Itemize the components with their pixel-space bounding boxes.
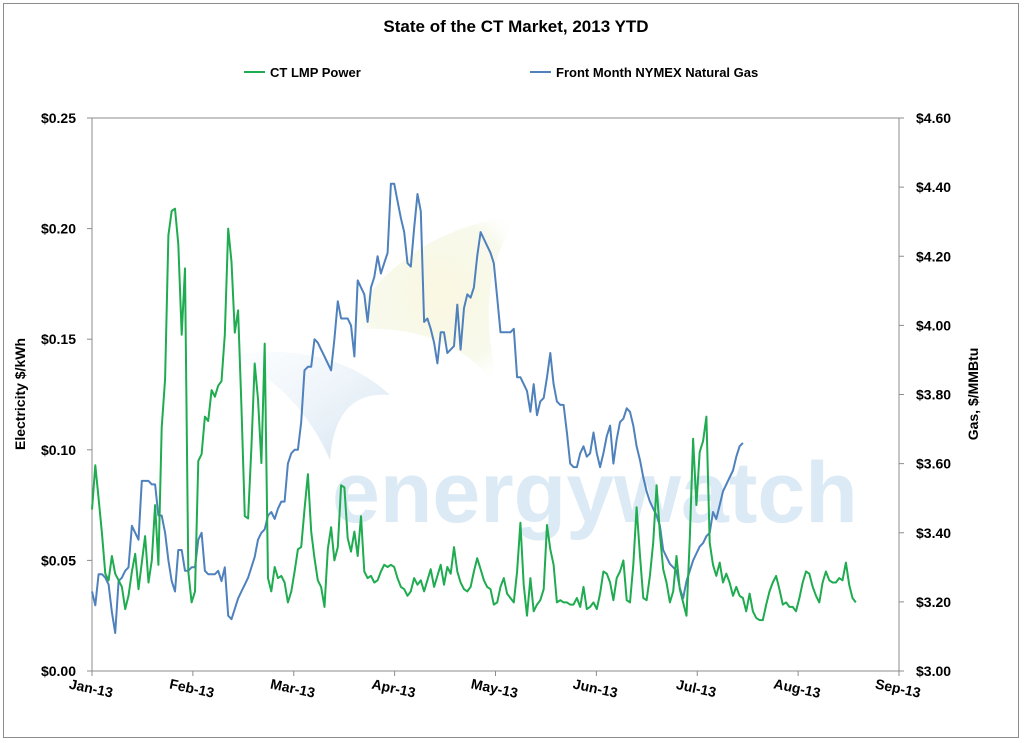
watermark-logo: energywatch [230, 215, 858, 541]
legend-label-gas: Front Month NYMEX Natural Gas [556, 65, 758, 80]
y-left-axis: $0.00 $0.05 $0.10 $0.15 $0.20 $0.25 [41, 110, 92, 679]
x-tick-label: May-13 [470, 675, 520, 701]
legend: CT LMP Power Front Month NYMEX Natural G… [244, 65, 758, 80]
y-right-axis: $3.00 $3.20 $3.40 $3.60 $3.80 $4.00 $4.20 $4.40… [899, 110, 951, 679]
x-tick-label: Apr-13 [370, 676, 417, 701]
y-left-tick-label: $0.20 [41, 221, 76, 237]
y-left-tick-label: $0.25 [41, 110, 76, 126]
x-tick-label: Mar-13 [269, 676, 317, 701]
legend-label-power: CT LMP Power [270, 65, 361, 80]
y-right-tick-label: $3.00 [916, 663, 951, 679]
x-axis: Jan-13 Feb-13 Mar-13 Apr-13 May-13 Jun-13 Jul-… [68, 671, 922, 701]
y-right-tick-label: $3.80 [916, 387, 951, 403]
y-left-axis-title: Electricity $/kWh [12, 338, 28, 450]
series-line-ct-lmp-power [91, 207, 857, 622]
y-right-tick-label: $3.20 [916, 594, 951, 610]
x-tick-label: Jan-13 [68, 676, 115, 701]
y-right-tick-label: $3.60 [916, 456, 951, 472]
watermark-text: energywatch [332, 445, 858, 541]
y-right-tick-label: $3.40 [916, 525, 951, 541]
y-left-tick-label: $0.05 [41, 552, 76, 568]
y-right-tick-label: $4.00 [916, 317, 951, 333]
series-line-natural-gas [91, 182, 744, 634]
y-right-tick-label: $4.20 [916, 248, 951, 264]
series-layer [91, 182, 857, 634]
y-left-tick-label: $0.10 [41, 442, 76, 458]
x-tick-label: Jul-13 [675, 676, 718, 700]
y-left-tick-label: $0.15 [41, 331, 76, 347]
y-right-tick-label: $4.60 [916, 110, 951, 126]
chart-title: State of the CT Market, 2013 YTD [383, 17, 648, 36]
chart-frame [3, 3, 1019, 738]
x-tick-label: Jun-13 [572, 676, 620, 701]
y-right-tick-label: $4.40 [916, 179, 951, 195]
x-tick-label: Feb-13 [168, 676, 216, 701]
x-tick-label: Sep-13 [874, 676, 922, 701]
x-tick-label: Aug-13 [772, 675, 822, 701]
y-left-tick-label: $0.00 [41, 663, 76, 679]
y-right-axis-title: Gas, $/MMBtu [965, 348, 981, 441]
